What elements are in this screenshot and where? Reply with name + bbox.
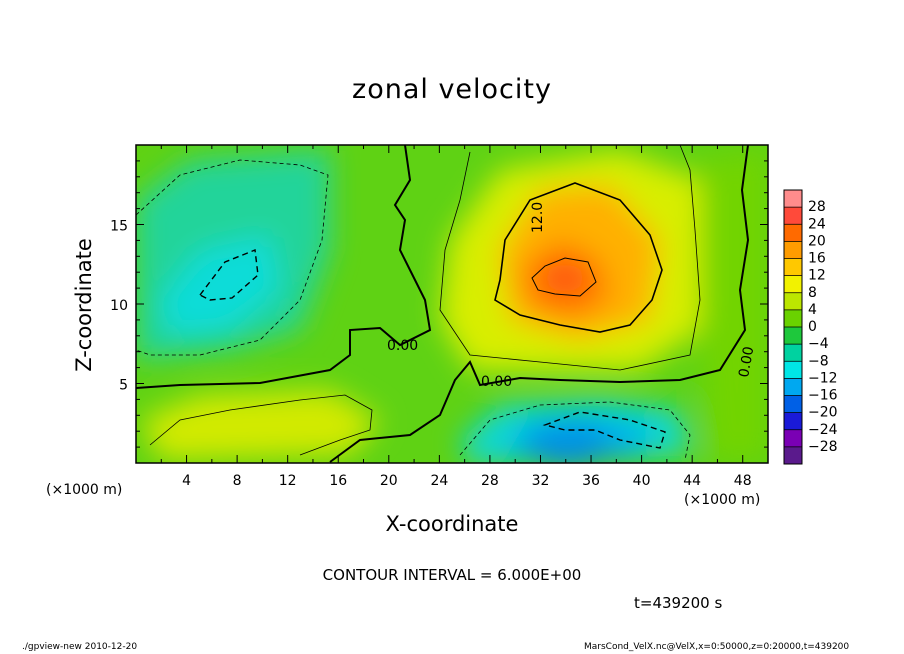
contour-lines	[136, 145, 750, 463]
x-tick-label: 28	[481, 473, 499, 489]
colorbar-swatch	[784, 395, 802, 414]
x-axis-label: X-coordinate	[385, 512, 519, 536]
x-tick-label: 20	[380, 473, 398, 489]
contour-label-group: 12.0 0.00 0.00 0.00	[387, 202, 757, 390]
colorbar-swatch	[784, 412, 802, 431]
colorbar-label: 4	[808, 302, 817, 318]
x-tick-label: 4	[182, 473, 191, 489]
chart-title: zonal velocity	[352, 74, 552, 105]
footer-right: MarsCond_VelX.nc@VelX,x=0:50000,z=0:2000…	[584, 642, 850, 652]
contour-neg12-lower	[542, 411, 666, 449]
colorbar-swatch	[784, 378, 802, 396]
colorbar-swatch	[784, 258, 802, 277]
x-tick-label: 24	[430, 473, 448, 489]
x-tick-label: 40	[633, 473, 651, 489]
x-unit-label-left: (×1000 m)	[46, 482, 123, 498]
colorbar-swatch	[784, 327, 802, 345]
x-tick-label: 32	[532, 473, 550, 489]
colorbar-label: 12	[808, 268, 826, 284]
y-axis-ticks: 5 10 15	[110, 160, 768, 448]
contour-neg6-lower	[459, 401, 691, 461]
contour-label-12: 12.0	[530, 202, 546, 233]
x-tick-label: 12	[279, 473, 297, 489]
colorbar-label: −12	[808, 370, 838, 386]
colorbar-label: 8	[808, 285, 817, 301]
colorbar-label: 16	[808, 251, 826, 267]
contour-label-zero-1: 0.00	[387, 338, 418, 354]
colorbar-swatch	[784, 275, 802, 294]
contour-interval-text: CONTOUR INTERVAL = 6.000E+00	[322, 566, 582, 584]
contour-zero-main	[136, 145, 432, 389]
contour-neg12-upper	[198, 249, 259, 301]
x-tick-label: 36	[582, 473, 600, 489]
contour-neg6-upper	[136, 159, 329, 356]
contour-6	[439, 145, 701, 371]
colorbar-label: −16	[808, 388, 838, 404]
x-tick-label: 16	[329, 473, 347, 489]
y-tick-label: 15	[110, 219, 128, 235]
contour-6-lower	[149, 394, 373, 456]
colorbar-swatch	[784, 344, 802, 362]
x-axis-ticks: 4 8 12 16 20 24 28 32 36 40 44 48	[160, 145, 752, 489]
colorbar-swatch	[784, 207, 802, 225]
contour-label-zero-3: 0.00	[736, 345, 757, 378]
footer-left: ./gpview-new 2010-12-20	[22, 642, 138, 652]
x-tick-label: 8	[233, 473, 242, 489]
colorbar-label: −8	[808, 353, 829, 369]
y-tick-label: 10	[110, 298, 128, 314]
x-tick-label: 44	[683, 473, 701, 489]
colorbar-swatch	[784, 361, 802, 379]
colorbar-label: 20	[808, 233, 826, 249]
colorbar-label: 0	[808, 319, 817, 335]
colorbar-label: −4	[808, 336, 829, 352]
contour-12	[494, 182, 663, 333]
colorbar-label: −20	[808, 405, 838, 421]
colorbar-label: −24	[808, 422, 838, 438]
colorbar-label: −28	[808, 439, 838, 455]
heatmap-field	[136, 145, 768, 463]
x-tick-label: 48	[734, 473, 752, 489]
time-label: t=439200 s	[634, 594, 723, 612]
colorbar-label: 24	[808, 216, 826, 232]
colorbar-swatch	[784, 190, 802, 208]
colorbar-swatch	[784, 309, 802, 328]
y-tick-label: 5	[119, 378, 128, 394]
colorbar-swatch	[784, 241, 802, 259]
contour-18	[531, 257, 597, 297]
colorbar-swatch	[784, 224, 802, 242]
colorbar-label: 28	[808, 199, 826, 215]
colorbar-swatch	[784, 429, 802, 448]
contour-zero-lower	[329, 145, 750, 463]
contour-label-zero-2: 0.00	[481, 374, 512, 390]
colorbar-swatch	[784, 446, 802, 465]
x-unit-label-right: (×1000 m)	[684, 492, 761, 508]
colorbar-swatch	[784, 292, 802, 311]
